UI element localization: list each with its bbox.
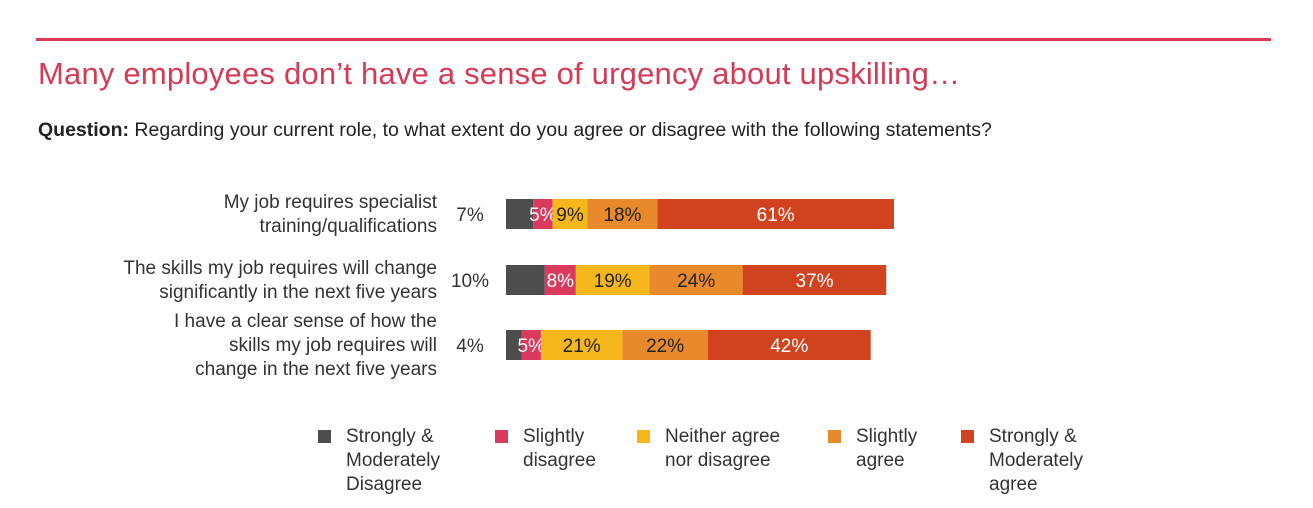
- bar-segment: [506, 265, 545, 295]
- bar-segment: [657, 199, 894, 229]
- data-label: 7%: [456, 205, 484, 226]
- data-label: 4%: [456, 336, 484, 357]
- data-label: 61%: [757, 205, 795, 226]
- data-label: 22%: [646, 336, 684, 357]
- question-body: Regarding your current role, to what ext…: [134, 119, 992, 141]
- bar-segment: [521, 330, 541, 360]
- stacked-bar-chart: My job requires specialist training/quali…: [123, 192, 894, 380]
- bar-segment: [544, 265, 576, 295]
- data-label: 8%: [547, 271, 575, 292]
- legend-label: Strongly & Moderately Disagree: [346, 426, 440, 495]
- data-label: 21%: [563, 336, 601, 357]
- category-label: skills my job requires will: [229, 335, 437, 356]
- data-label: 9%: [556, 205, 584, 226]
- legend-label: Slightly agree: [856, 426, 918, 471]
- legend-item-neither-agree-nor-disagree: Neither agree nor disagree: [637, 425, 780, 473]
- category-label: My job requires specialist: [224, 192, 438, 213]
- data-label: 19%: [594, 271, 632, 292]
- bar-segment: [742, 265, 887, 295]
- legend-label: Slightly disagree: [523, 426, 596, 471]
- data-label: 5%: [529, 205, 557, 226]
- bar-segment: [533, 199, 553, 229]
- legend-item-strongly-moderately-agree: Strongly & Moderately agree: [961, 425, 1083, 497]
- data-label: 37%: [795, 271, 833, 292]
- bar-segment: [622, 330, 708, 360]
- page-title: Many employees don’t have a sense of urg…: [38, 56, 961, 91]
- legend-swatch: [961, 430, 974, 443]
- bar-segment: [707, 330, 871, 360]
- bar-segment: [575, 265, 650, 295]
- category-label: The skills my job requires will change: [123, 258, 437, 279]
- bar-segment: [506, 330, 522, 360]
- data-label: 18%: [603, 205, 641, 226]
- top-divider: [36, 38, 1271, 41]
- category-label: significantly in the next five years: [159, 282, 437, 303]
- data-label: 24%: [677, 271, 715, 292]
- legend-label: Strongly & Moderately agree: [989, 426, 1083, 495]
- data-label: 5%: [517, 336, 545, 357]
- legend-item-strongly-moderately-disagree: Strongly & Moderately Disagree: [318, 425, 440, 497]
- legend-swatch: [637, 430, 650, 443]
- chart-legend: Strongly & Moderately Disagree Slightly …: [0, 425, 1313, 505]
- legend-swatch: [318, 430, 331, 443]
- legend-item-slightly-disagree: Slightly disagree: [495, 425, 596, 473]
- legend-swatch: [828, 430, 841, 443]
- category-label: change in the next five years: [195, 359, 437, 380]
- legend-label: Neither agree nor disagree: [665, 426, 781, 471]
- legend-item-slightly-agree: Slightly agree: [828, 425, 917, 473]
- bar-segment: [552, 199, 588, 229]
- bar-segment: [587, 199, 658, 229]
- data-label: 42%: [770, 336, 808, 357]
- category-label: I have a clear sense of how the: [174, 311, 437, 332]
- question-text: Question: Regarding your current role, t…: [38, 119, 992, 142]
- question-label: Question:: [38, 119, 129, 141]
- legend-swatch: [495, 430, 508, 443]
- bar-segment: [506, 199, 534, 229]
- data-label: 10%: [451, 271, 489, 292]
- category-label: training/qualifications: [260, 216, 437, 237]
- bar-segment: [649, 265, 743, 295]
- bar-segment: [540, 330, 623, 360]
